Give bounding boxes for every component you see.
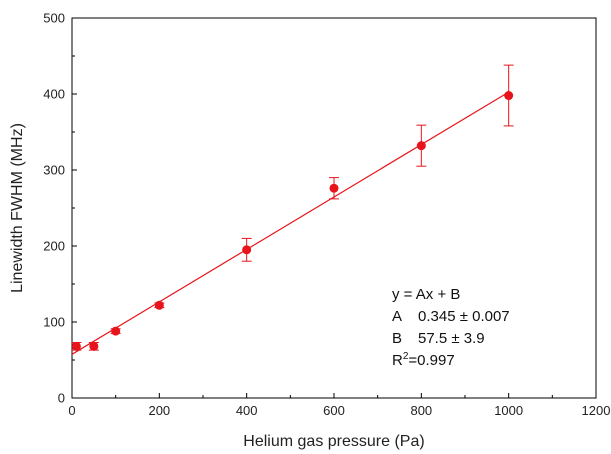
- y-tick-label: 400: [43, 87, 65, 102]
- fit-line: [71, 91, 509, 355]
- fit-r2: R2=0.997: [392, 351, 455, 369]
- fit-r2-prefix: R: [392, 352, 403, 369]
- fit-a-label: A: [392, 308, 402, 325]
- plot-frame: [71, 17, 597, 399]
- y-tick-label: 500: [43, 11, 65, 26]
- fit-equation: y = Ax + B: [392, 286, 460, 303]
- x-tick-label: 800: [410, 403, 432, 418]
- fit-b-value: 57.5 ± 3.9: [418, 330, 485, 347]
- y-tick-label: 0: [58, 391, 65, 406]
- fit-a-value: 0.345 ± 0.007: [418, 308, 510, 325]
- fit-r2-superscript: 2: [403, 351, 409, 362]
- y-axis-title: Linewidth FWHM (MHz): [9, 123, 26, 293]
- data-point: [329, 183, 339, 193]
- data-point: [416, 141, 426, 151]
- fit-annotation: y = Ax + B A 0.345 ± 0.007 B 57.5 ± 3.9 …: [392, 286, 510, 369]
- data-point: [71, 341, 81, 351]
- data-point: [242, 245, 252, 255]
- fit-r2-value: =0.997: [408, 352, 454, 369]
- x-tick-label: 200: [148, 403, 170, 418]
- data-point: [154, 300, 164, 310]
- y-tick-label: 100: [43, 315, 65, 330]
- y-tick-label: 200: [43, 239, 65, 254]
- x-tick-label: 400: [236, 403, 258, 418]
- x-tick-label: 600: [323, 403, 345, 418]
- x-tick-label: 1000: [494, 403, 523, 418]
- x-axis-ticks: 0 200 400 600 800 1000 1200: [68, 393, 610, 418]
- x-tick-label: 1200: [582, 403, 611, 418]
- data-point: [111, 326, 121, 336]
- y-tick-label: 300: [43, 163, 65, 178]
- x-axis-title: Helium gas pressure (Pa): [243, 433, 424, 450]
- fit-b-label: B: [392, 330, 402, 347]
- data-point: [89, 341, 99, 351]
- data-points: [71, 91, 514, 351]
- x-tick-label: 0: [68, 403, 75, 418]
- y-axis-ticks: 0 100 200 300 400 500: [43, 11, 77, 406]
- data-point: [504, 91, 514, 101]
